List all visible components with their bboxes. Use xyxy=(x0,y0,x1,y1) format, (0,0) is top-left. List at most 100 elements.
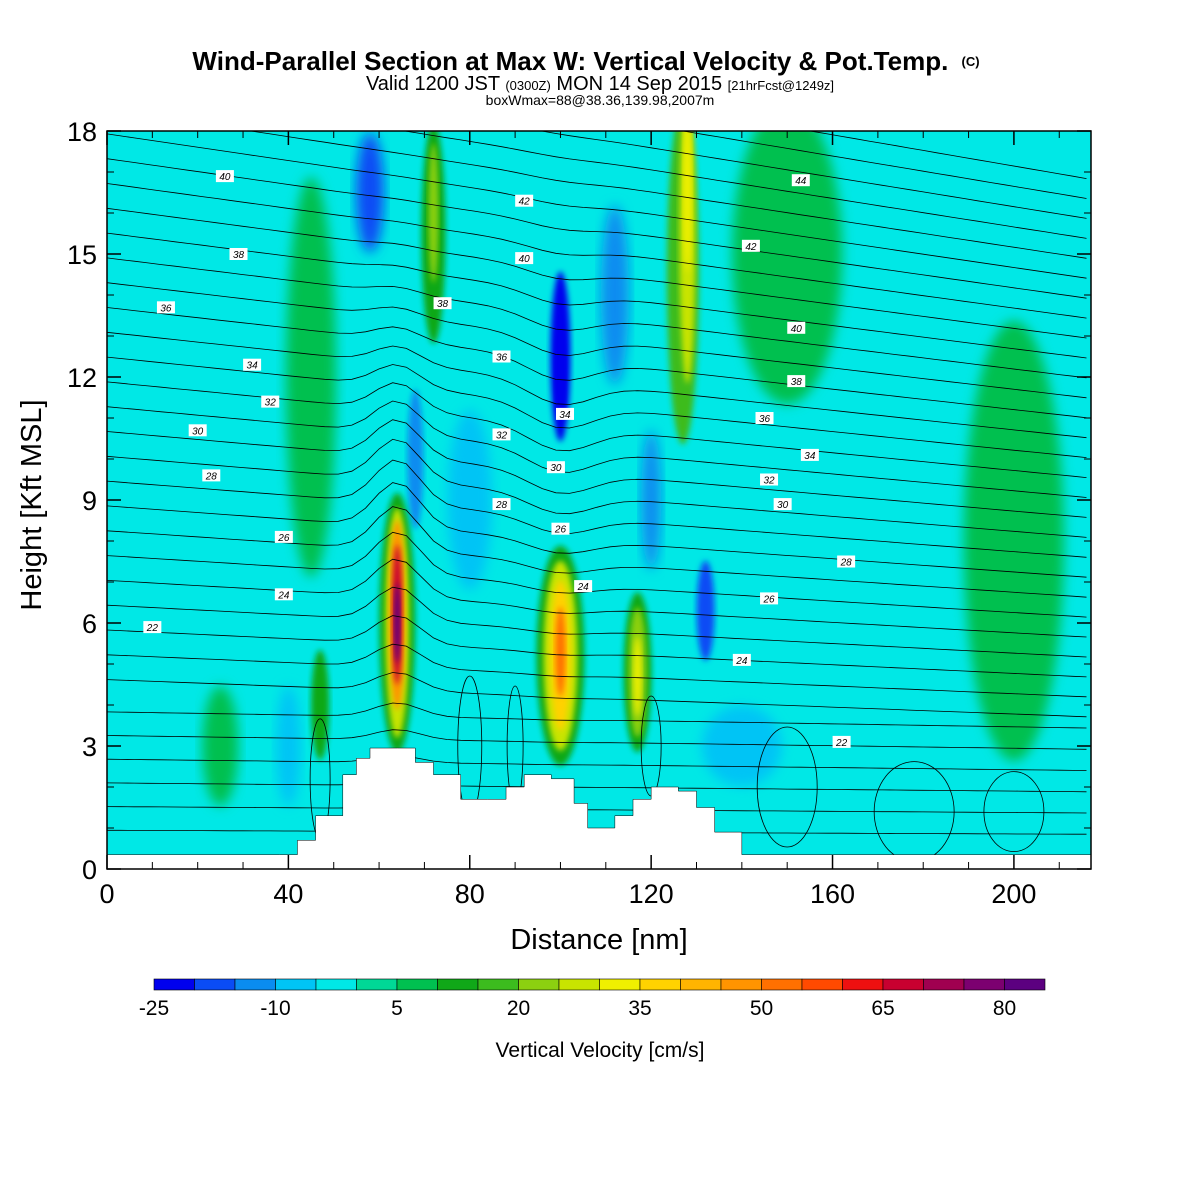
theta-contour-line xyxy=(107,482,1087,578)
theta-label-text: 30 xyxy=(192,426,204,437)
x-tick-label: 120 xyxy=(629,879,674,909)
theta-label-box xyxy=(515,252,534,265)
theta-contour-line xyxy=(107,331,1087,439)
x-tick-labels: 0 40 80 120 160 200 xyxy=(99,879,1036,909)
theta-label-text: 36 xyxy=(160,303,172,314)
theta-label-box xyxy=(755,412,774,424)
colorbar-swatch xyxy=(923,978,965,991)
subtitle-forecast: [21hrFcst@1249z] xyxy=(728,78,834,93)
theta-label-text: 32 xyxy=(265,398,277,409)
y-tick-label: 15 xyxy=(67,240,97,270)
colorbar-swatch xyxy=(275,978,317,991)
theta-contour-label: 36 xyxy=(156,301,175,314)
theta-label-box xyxy=(202,469,221,482)
colorbar xyxy=(153,978,1046,991)
colorbar-swatch xyxy=(720,978,762,991)
colorbar-swatch xyxy=(1004,978,1046,991)
theta-label-box xyxy=(832,735,851,748)
theta-contour-label: 26 xyxy=(274,530,293,544)
theta-label-text: 22 xyxy=(835,738,848,749)
subtitle-date: MON 14 Sep 2015 xyxy=(556,73,722,95)
theta-contour-line xyxy=(107,459,1087,558)
theta-label-text: 28 xyxy=(495,500,508,511)
field-updraft-upper-core xyxy=(428,143,439,283)
theta-label-text: 38 xyxy=(791,377,803,388)
theta-label-box xyxy=(773,498,792,511)
theta-contour-line xyxy=(107,531,1087,618)
colorbar-swatch xyxy=(194,978,236,991)
theta-contour-line xyxy=(808,131,1087,179)
theta-label-box xyxy=(215,170,234,183)
theta-contour-line xyxy=(107,506,1087,598)
theta-label-text: 36 xyxy=(496,353,508,364)
theta-contour-line xyxy=(107,672,1087,718)
theta-contour-label: 24 xyxy=(274,588,293,601)
theta-contour-label: 40 xyxy=(515,252,534,265)
theta-label-box xyxy=(732,653,751,666)
x-tick-label: 40 xyxy=(273,879,303,909)
theta-label-text: 40 xyxy=(791,324,803,335)
terrain xyxy=(107,747,1091,869)
field-downdraft xyxy=(641,430,662,570)
theta-contour-label: 38 xyxy=(433,297,452,310)
theta-contour-line xyxy=(107,780,1087,793)
theta-contour-line xyxy=(107,158,1087,299)
theta-contour-line xyxy=(107,400,1087,498)
theta-contour-label: 34 xyxy=(800,448,819,462)
theta-contour-label: 38 xyxy=(229,248,248,261)
theta-label-text: 24 xyxy=(277,590,290,601)
field-band-down xyxy=(485,131,546,252)
theta-label-box xyxy=(787,375,806,388)
theta-contours xyxy=(107,131,1087,862)
theta-label-box xyxy=(492,350,511,363)
theta-label-text: 26 xyxy=(277,533,290,544)
x-tick-label: 80 xyxy=(455,879,485,909)
theta-label-box xyxy=(274,530,293,543)
colorbar-label: 20 xyxy=(507,997,530,1020)
theta-contour-label: 26 xyxy=(551,522,570,536)
theta-contour-label: 42 xyxy=(515,194,534,208)
theta-label-box xyxy=(492,498,511,511)
theta-label-text: 38 xyxy=(233,250,245,261)
colorbar-swatch xyxy=(882,978,924,991)
theta-label-box xyxy=(433,297,452,310)
y-tick-label: 9 xyxy=(82,486,97,516)
theta-contour-line xyxy=(107,702,1087,729)
theta-label-box xyxy=(791,174,810,187)
y-tick-label: 6 xyxy=(82,609,97,639)
theta-contour-label: 40 xyxy=(215,170,234,183)
theta-label-text: 36 xyxy=(759,414,771,425)
theta-label-box xyxy=(229,248,248,260)
field-updraft-core-max xyxy=(555,606,566,697)
colorbar-swatch xyxy=(315,978,357,991)
theta-label-box xyxy=(760,473,779,486)
theta-contour-line xyxy=(107,804,1087,814)
field-updraft-core-max xyxy=(394,583,401,663)
colorbar-swatch xyxy=(477,978,519,991)
theta-label-box xyxy=(741,239,760,252)
theta-label-text: 44 xyxy=(795,176,807,187)
subtitle-valid: Valid 1200 JST xyxy=(366,73,500,95)
theta-contour-label: 34 xyxy=(243,358,262,372)
theta-label-box xyxy=(492,428,511,441)
plot-background xyxy=(107,131,1091,869)
field-downdraft xyxy=(407,389,424,529)
theta-label-text: 28 xyxy=(205,471,218,482)
theta-label-text: 42 xyxy=(519,197,531,208)
colorbar-label: 35 xyxy=(628,997,651,1020)
field-band-up xyxy=(286,177,337,577)
theta-contour-label: 32 xyxy=(760,473,779,487)
colorbar-swatch xyxy=(801,978,843,991)
theta-label-box xyxy=(143,621,162,634)
theta-contour-line xyxy=(107,307,1087,419)
theta-label-text: 26 xyxy=(762,594,775,605)
colorbar-swatch xyxy=(963,978,1005,991)
theta-label-box xyxy=(515,194,534,207)
theta-label-text: 22 xyxy=(146,623,159,634)
theta-label-box xyxy=(555,407,574,420)
plot-area: 40 38 36 34 32 30 28 26 24 22 42 40 38 36 34 32 30 28 26 24… xyxy=(107,131,1091,869)
field-broad-up xyxy=(963,321,1064,761)
theta-label-box xyxy=(760,592,779,605)
colorbar-label: 65 xyxy=(871,997,894,1020)
